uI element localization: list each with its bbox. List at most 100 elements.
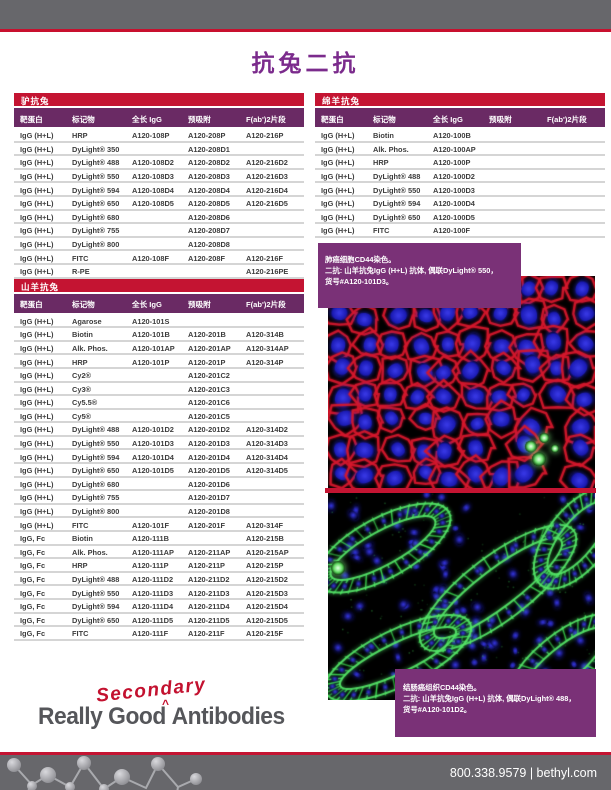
caption-line: 货号#A120-101D3。 (325, 277, 394, 287)
table-row: IgG (H+L) DyLight® 680 A120-208D6 (14, 210, 304, 225)
table-row: IgG (H+L) DyLight® 680 A120-201D6 (14, 477, 304, 492)
table-cell: IgG (H+L) (20, 316, 54, 326)
table-cell: IgG (H+L) (321, 144, 355, 154)
column-header: 标记物 (72, 114, 95, 124)
table-cell: IgG (H+L) (20, 411, 54, 421)
table-cell: Alk. Phos. (72, 343, 108, 353)
table-cell: A120-101P (132, 357, 170, 367)
table-cell: A120-201D4 (188, 452, 230, 462)
table-row: IgG (H+L) DyLight® 800 A120-201D8 (14, 504, 304, 519)
table-cell: DyLight® 488 (72, 425, 120, 435)
table-cell: FITC (72, 629, 89, 639)
table-row: IgG (H+L) Cy5.5® A120-201C6 (14, 396, 304, 410)
caption-box-dylight550: 肺癌细胞CD44染色。 二抗: 山羊抗兔IgG (H+L) 抗体, 偶联DyLi… (318, 243, 521, 308)
left-table-column: 驴抗兔 靶蛋白 标记物 全长 IgG 预吸附 F(ab')2片段 IgG (H+L) HRP A… (14, 93, 304, 641)
table-cell: A120-211D5 (188, 615, 230, 625)
table-row: IgG (H+L) DyLight® 650 A120-108D5 A120-208D… (14, 196, 304, 211)
caret-icon: ^ (162, 697, 170, 711)
table-cell: IgG, Fc (20, 534, 46, 544)
table-cell: A120-111B (132, 534, 169, 544)
caption-line: 二抗: 山羊抗兔IgG (H+L) 抗体, 偶联DyLight® 550， (325, 266, 498, 276)
table-cell: DyLight® 594 (72, 185, 120, 195)
table-row: IgG (H+L) DyLight® 488 A120-101D2 A120-201D… (14, 423, 304, 437)
table-sheep-anti-rabbit: 绵羊抗兔 靶蛋白 标记物 全长 IgG 预吸附 F(ab')2片段 IgG (H+L) Bio… (315, 93, 605, 238)
caption-box-dylight488: 结肠癌组织CD44染色。 二抗: 山羊抗兔IgG (H+L) 抗体, 偶联DyL… (395, 669, 596, 737)
table-row: IgG (H+L) Biotin A120-101B A120-201B A120-31… (14, 328, 304, 342)
table-cell: A120-111D2 (132, 575, 174, 584)
column-header: 预吸附 (188, 300, 211, 310)
table-cell: A120-201D8 (188, 507, 230, 517)
table-cell: Alk. Phos. (72, 547, 108, 557)
table-header-row: 靶蛋白 标记物 全长 IgG 预吸附 F(ab')2片段 (14, 108, 304, 127)
table-cell: A120-101D4 (132, 452, 174, 462)
table-cell: A120-215P (246, 561, 284, 571)
table-cell: IgG (H+L) (321, 199, 355, 209)
brand-logo: Secondary ^ Really Good Antibodies (38, 674, 328, 740)
table-cell: A120-201B (188, 330, 226, 340)
table-cell: HRP (72, 131, 88, 141)
table-cell: A120-314D5 (246, 466, 288, 476)
table-cell: A120-314AP (246, 343, 289, 353)
table-row: IgG (H+L) DyLight® 488 A120-108D2 A120-208D… (14, 156, 304, 170)
table-cell: DyLight® 755 (72, 493, 120, 503)
table-cell: A120-216D2 (246, 158, 288, 168)
table-row: IgG, Fc DyLight® 488 A120-111D2 A120-211D2 A… (14, 572, 304, 587)
table-cell: A120-201C6 (188, 398, 230, 408)
brand-tagline: Really Good Antibodies (38, 703, 285, 731)
table-cell: DyLight® 650 (72, 615, 120, 625)
table-cell: A120-101D2 (132, 425, 174, 435)
table-cell: A120-100D4 (433, 199, 475, 209)
table-cell: Biotin (72, 330, 93, 340)
table-cell: A120-216D4 (246, 185, 288, 195)
table-cell: DyLight® 550 (373, 185, 421, 195)
table-cell: Biotin (373, 131, 394, 141)
column-header: F(ab')2片段 (547, 114, 587, 124)
table-cell: IgG (H+L) (20, 212, 54, 222)
table-cell: IgG (H+L) (20, 479, 54, 489)
table-cell: A120-216F (246, 253, 283, 263)
table-cell: DyLight® 550 (72, 588, 120, 598)
table-cell: A120-208D5 (188, 199, 230, 209)
caption-line: 结肠癌组织CD44染色。 (403, 683, 482, 692)
table-cell: IgG, Fc (20, 602, 46, 612)
table-row: IgG (H+L) DyLight® 594 A120-101D4 A120-201D… (14, 450, 304, 465)
table-row: IgG, Fc Alk. Phos. A120-111AP A120-211AP A12… (14, 545, 304, 560)
molecule-icon (0, 755, 210, 790)
table-cell: A120-211D4 (188, 602, 230, 612)
fluorescence-micrograph-red-membrane-blue-nuclei-icon (328, 276, 595, 489)
table-cell: Cy3® (72, 384, 92, 394)
table-row: IgG (H+L) Alk. Phos. A120-101AP A120-201AP A… (14, 341, 304, 356)
table-cell: DyLight® 594 (72, 602, 120, 612)
column-header: 靶蛋白 (20, 114, 43, 124)
table-title-bar: 山羊抗兔 (14, 278, 304, 292)
table-cell: HRP (72, 357, 88, 367)
table-row: IgG, Fc Biotin A120-111B A120-215B (14, 532, 304, 546)
table-row: IgG (H+L) HRP A120-100P (315, 156, 605, 170)
table-header-row: 靶蛋白 标记物 全长 IgG 预吸附 F(ab')2片段 (14, 293, 304, 313)
table-row: IgG (H+L) DyLight® 594 A120-100D4 (315, 196, 605, 211)
table-title-bar: 绵羊抗兔 (315, 93, 605, 106)
table-cell: A120-100B (433, 131, 471, 141)
table-cell: DyLight® 488 (373, 171, 421, 181)
table-cell: A120-211D2 (188, 575, 230, 584)
table-cell: A120-201P (188, 357, 226, 367)
table-row: IgG (H+L) DyLight® 755 A120-201D7 (14, 491, 304, 505)
brand-tagline-right: Antibodies (171, 703, 286, 730)
table-cell: IgG (H+L) (20, 507, 54, 517)
table-cell: A120-111D4 (132, 602, 174, 612)
table-cell: IgG (H+L) (20, 330, 54, 340)
caption-line: 二抗: 山羊抗兔IgG (H+L) 抗体, 偶联DyLight® 488， (403, 694, 576, 704)
table-cell: IgG (H+L) (321, 171, 355, 181)
table-cell: A120-201F (188, 520, 225, 530)
table-cell: DyLight® 550 (72, 439, 120, 449)
table-cell: A120-100P (433, 158, 471, 168)
table-cell: A120-100F (433, 226, 470, 236)
table-cell: A120-215AP (246, 547, 289, 557)
table-cell: IgG, Fc (20, 547, 46, 557)
table-cell: A120-208D1 (188, 144, 230, 154)
page-title: 抗兔二抗 (251, 50, 360, 76)
table-row: IgG (H+L) R-PE A120-216PE (14, 264, 304, 279)
table-cell: IgG (H+L) (20, 425, 54, 435)
table-cell: IgG, Fc (20, 629, 46, 639)
table-cell: A120-108D5 (132, 199, 174, 209)
